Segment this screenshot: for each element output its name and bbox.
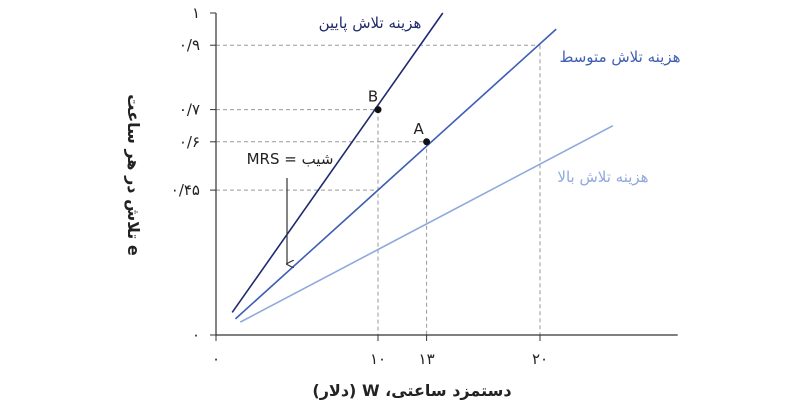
y-tick-label-5: ۱	[192, 4, 200, 22]
series-line-0	[231, 12, 444, 313]
point-label-b: B	[368, 88, 378, 106]
y-tick-label-3: ۰/۷	[179, 101, 200, 119]
y-tick-label-1: ۰/۴۵	[171, 181, 200, 199]
x-tick-label-1: ۱۰	[370, 350, 386, 368]
x-tick-label-3: ۲۰	[532, 350, 548, 368]
point-b	[374, 106, 382, 114]
y-tick-label-0: ۰	[192, 326, 200, 344]
series-line-2	[239, 124, 614, 323]
x-axis-label: دستمزد ساعتی، W (دلار)	[312, 381, 511, 400]
point-a	[423, 138, 431, 146]
x-tick-label-2: ۱۳	[419, 350, 435, 368]
y-tick-label-2: ۰/۶	[179, 133, 200, 151]
series-label-0: هزینه تلاش پایین	[319, 14, 422, 33]
series-label-2: هزینه تلاش بالا	[557, 168, 648, 186]
series-line-1	[234, 28, 557, 320]
y-tick-label-4: ۰/۹	[179, 36, 200, 54]
point-label-a: A	[413, 120, 424, 138]
y-axis-label: تلاش در هر ساعت e	[124, 94, 143, 256]
x-tick-label-0: ۰	[212, 350, 220, 368]
slope-annotation: شیب = MRS	[247, 150, 334, 168]
series-label-1: هزینه تلاش متوسط	[559, 48, 680, 66]
